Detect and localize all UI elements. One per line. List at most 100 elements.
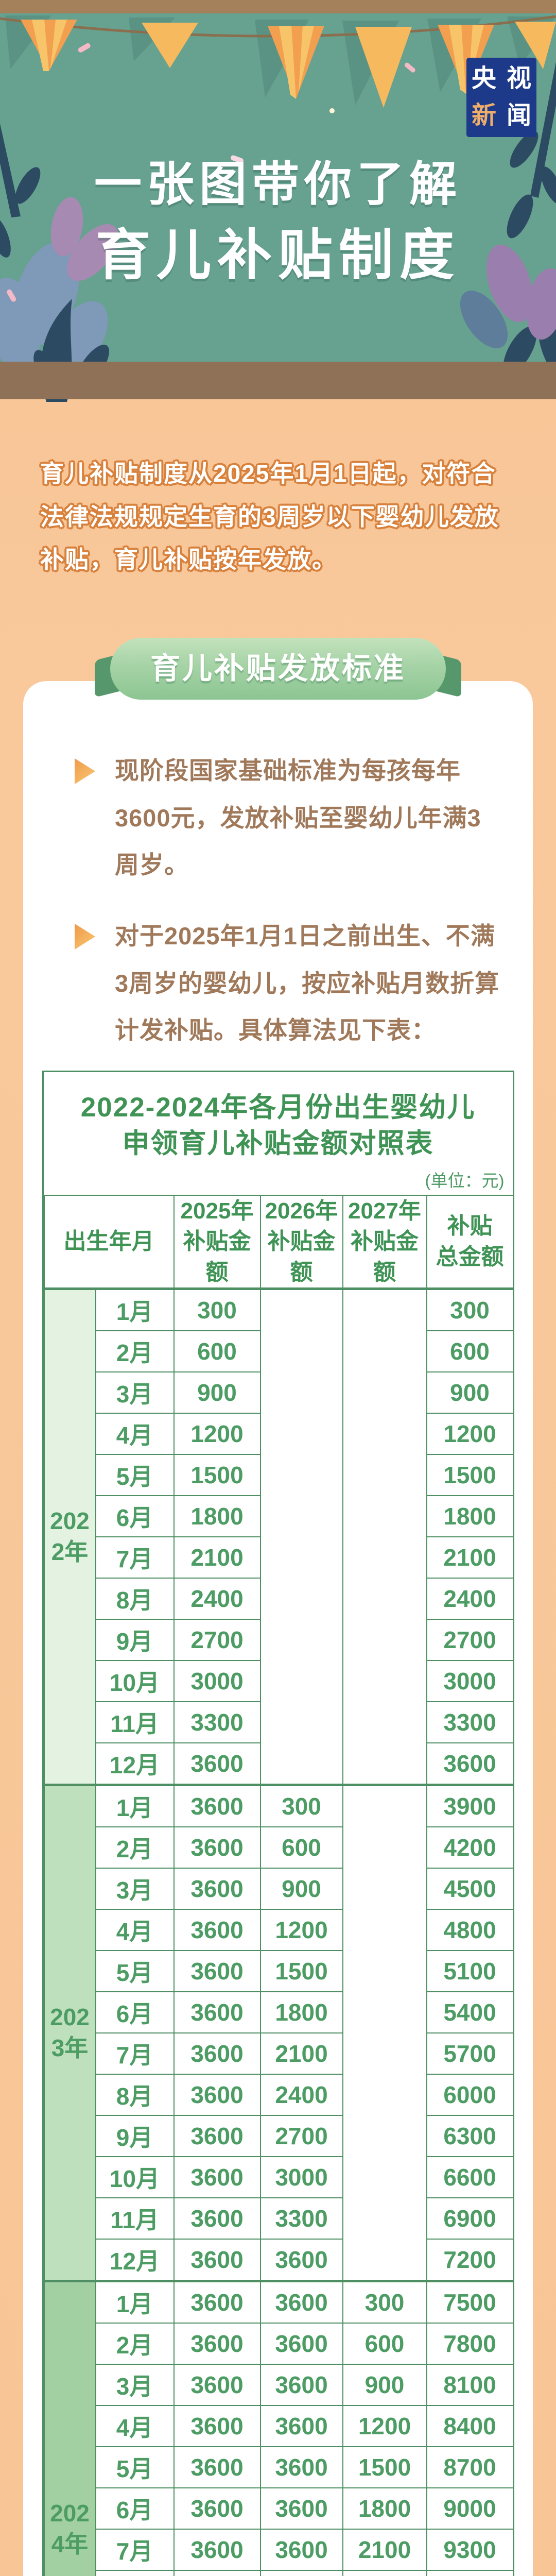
value-cell: 3600: [173, 2279, 261, 2324]
month-cell: 4月: [95, 1908, 175, 1951]
value-cell: 2100: [342, 2528, 427, 2571]
value-cell: 9000: [426, 2487, 514, 2530]
value-cell: 3600: [259, 2528, 343, 2571]
table-row: 4月 3600 3600 1200 8400: [44, 2404, 514, 2447]
month-cell: 9月: [95, 1618, 175, 1661]
section1-card: 现阶段国家基础标准为每孩每年3600元，发放补贴至婴幼儿年满3周岁。 对于202…: [23, 681, 533, 2576]
year-cell: 2024年: [43, 2279, 96, 2576]
value-cell: 1500: [342, 2446, 427, 2488]
subsidy-table: 出生年月 2025年 补贴金额 2026年 补贴金额 2027年 补贴金额 补贴…: [43, 1194, 514, 2576]
table-row: 9月 2700 2700: [44, 1618, 514, 1661]
value-cell: 3000: [426, 1659, 514, 1702]
table-row: 12月 3600 3600: [44, 1742, 514, 1786]
value-cell: 6900: [426, 2197, 514, 2240]
value-cell: 3600: [259, 2446, 343, 2488]
table-row: 2022年 1月 300 300: [43, 1287, 514, 1786]
table-row: 3月 3600 3600 900 8100: [44, 2363, 514, 2406]
value-cell: 2400: [342, 2569, 427, 2576]
bullet-text-2: 对于2025年1月1日之前出生、不满3周岁的婴幼儿，按应补贴月数折算计发补贴。具…: [115, 922, 500, 1044]
value-cell: 3300: [173, 1701, 261, 1743]
table-row: 8月 3600 2400 6000: [44, 2073, 514, 2116]
value-cell: 2100: [259, 2032, 343, 2075]
table-row: 11月 3600 3300 6900: [44, 2197, 514, 2240]
month-cell: 7月: [95, 2528, 175, 2571]
value-cell: 1500: [173, 1453, 261, 1496]
value-cell: 300: [342, 2279, 427, 2324]
month-cell: 1月: [95, 1783, 175, 1827]
table-row: 2月 3600 3600 600 7800: [44, 2322, 514, 2365]
month-cell: 2月: [95, 2322, 175, 2365]
value-cell: 3600: [173, 2073, 261, 2116]
logo-char-accent: 新: [471, 102, 496, 129]
table-row: 5月 1500 1500: [44, 1453, 514, 1496]
table-row: 4月 3600 1200 4800: [44, 1908, 514, 1951]
table-row: 7月 3600 2100 5700: [44, 2032, 514, 2075]
table-row: 3月 3600 900 4500: [44, 1867, 514, 1910]
empty-merged-cell: [342, 1287, 427, 1786]
value-cell: 3600: [259, 2238, 343, 2282]
table-row: 9月 3600 2700 6300: [44, 2114, 514, 2157]
year-cell: 2022年: [43, 1287, 96, 1786]
value-cell: 1200: [342, 2404, 427, 2447]
table-row: 6月 3600 3600 1800 9000: [44, 2487, 514, 2530]
month-cell: 1月: [95, 2279, 175, 2324]
value-cell: 3000: [259, 2156, 343, 2198]
value-cell: 3600: [173, 2032, 261, 2075]
value-cell: 3600: [173, 2404, 261, 2447]
table-row: 2月 600 600: [44, 1330, 514, 1372]
table-row: 10月 3600 3000 6600: [44, 2156, 514, 2198]
value-cell: 3900: [426, 1783, 514, 1827]
value-cell: 3600: [173, 1826, 261, 1869]
value-cell: 1200: [259, 1908, 343, 1951]
value-cell: 2400: [173, 1577, 261, 1620]
month-cell: 11月: [95, 1701, 175, 1743]
triangle-bullet-icon: [75, 758, 95, 784]
value-cell: 3600: [173, 2528, 261, 2571]
month-cell: 4月: [95, 2404, 175, 2447]
subsidy-table-container: 2022-2024年各月份出生婴幼儿 申领育儿补贴金额对照表 (单位：元) 出生…: [42, 1070, 514, 2576]
value-cell: 3300: [426, 1701, 514, 1743]
value-cell: 1200: [173, 1412, 261, 1455]
month-cell: 2月: [95, 1330, 175, 1372]
value-cell: 2100: [426, 1536, 514, 1579]
table-row: 5月 3600 1500 5100: [44, 1950, 514, 1992]
value-cell: 900: [342, 2363, 427, 2406]
triangle-bullet-icon: [75, 923, 95, 950]
table-row: 2024年 1月 3600 3600 300 7500: [43, 2279, 514, 2576]
value-cell: 9600: [426, 2569, 514, 2576]
value-cell: 3600: [259, 2487, 343, 2530]
intro-paragraph: 育儿补贴制度从2025年1月1日起，对符合法律法规规定生育的3周岁以下婴幼儿发放…: [40, 460, 499, 573]
section1-badge: 育儿补贴发放标准: [110, 638, 446, 700]
month-cell: 3月: [95, 2363, 175, 2406]
value-cell: 3600: [173, 1783, 261, 1827]
value-cell: 8700: [426, 2446, 514, 2488]
value-cell: 1800: [259, 1991, 343, 2033]
value-cell: 3600: [426, 1742, 514, 1786]
value-cell: 4800: [426, 1908, 514, 1951]
value-cell: 300: [173, 1287, 261, 1331]
value-cell: 300: [426, 1287, 514, 1331]
value-cell: 3600: [173, 2487, 261, 2530]
subsidy-table-body: 2022年 1月 300 300 2月 600 600 3月 900 900 4月 1200 1200 5…: [43, 1287, 514, 2576]
value-cell: 3300: [259, 2197, 343, 2240]
value-cell: 3600: [173, 2238, 261, 2282]
col-header-2026: 2026年 补贴金额: [259, 1194, 343, 1290]
table-row: 6月 1800 1800: [44, 1495, 514, 1537]
month-cell: 6月: [95, 1495, 175, 1537]
cctv-news-logo: 央视 新闻: [466, 58, 536, 137]
value-cell: 4500: [426, 1867, 514, 1910]
value-cell: 3600: [173, 2363, 261, 2406]
bunting-flags: [0, 15, 556, 108]
logo-char: 央: [471, 65, 496, 92]
bullet-text-1: 现阶段国家基础标准为每孩每年3600元，发放补贴至婴幼儿年满3周岁。: [115, 757, 481, 879]
value-cell: 3600: [259, 2569, 343, 2576]
value-cell: 3600: [259, 2322, 343, 2365]
value-cell: 3600: [173, 2156, 261, 2198]
value-cell: 3600: [173, 2569, 261, 2576]
value-cell: 2400: [426, 1577, 514, 1620]
month-cell: 7月: [95, 2032, 175, 2075]
month-cell: 10月: [95, 2156, 175, 2198]
month-cell: 8月: [95, 1577, 175, 1620]
value-cell: 3600: [173, 1950, 261, 1992]
value-cell: 300: [259, 1783, 343, 1827]
